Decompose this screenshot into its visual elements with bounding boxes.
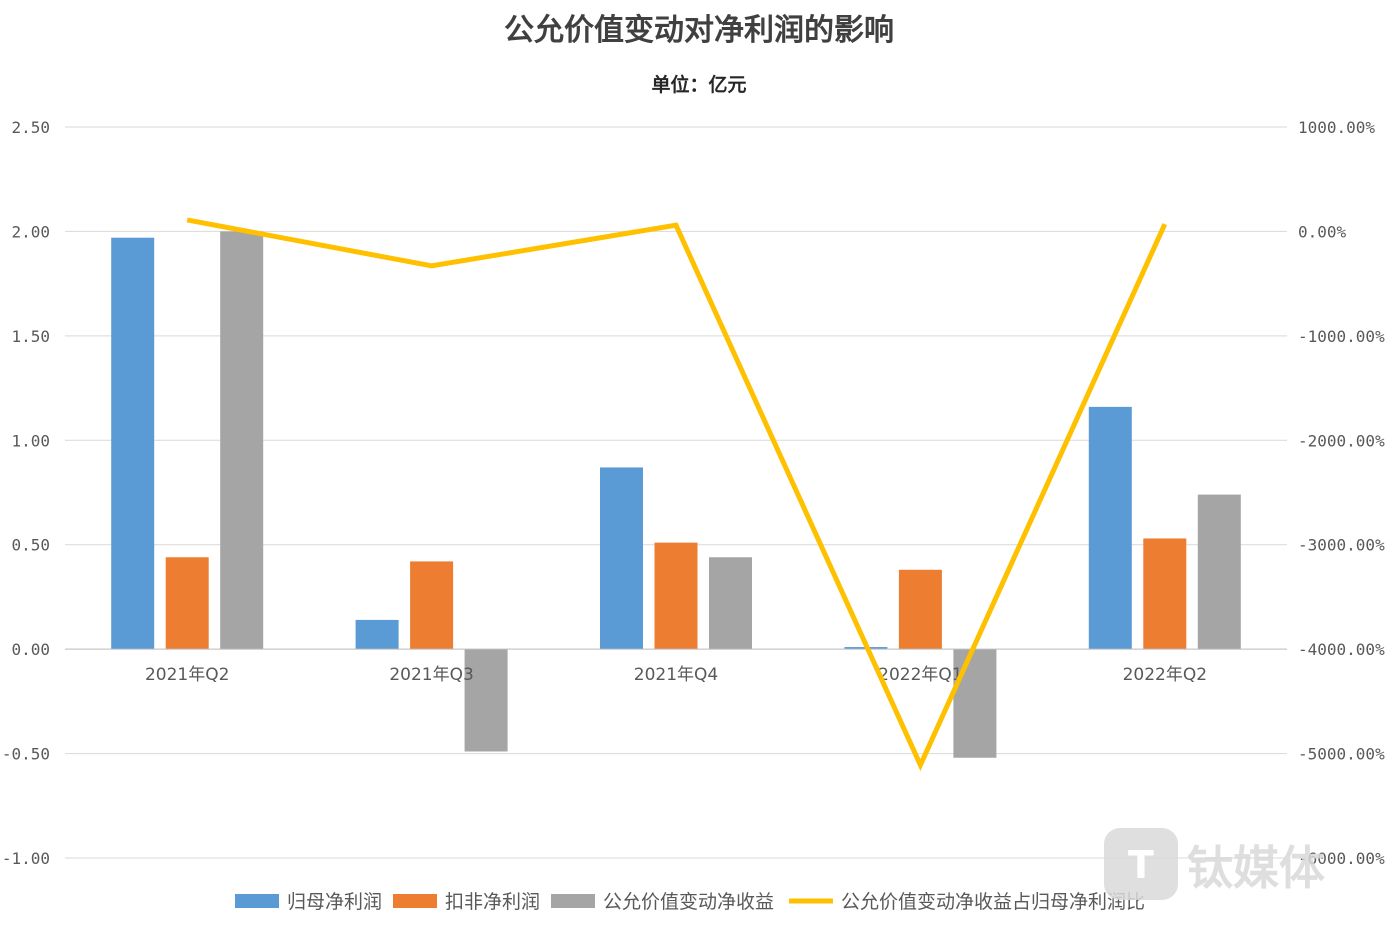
bar: [111, 237, 155, 650]
right-axis-tick-label: -6000.00%: [1298, 849, 1385, 868]
category-label: 2021年Q2: [145, 665, 229, 685]
legend: 归母净利润 扣非净利润 公允价值变动净收益 公允价值变动净收益占归母净利润比: [235, 891, 1145, 913]
category-label: 2021年Q4: [634, 665, 718, 685]
bar: [600, 467, 643, 650]
bar: [355, 619, 399, 650]
svg-text:T: T: [1128, 843, 1154, 887]
left-axis-tick-label: 2.00: [11, 222, 50, 241]
chart-title: 公允价值变动对净利润的影响: [504, 13, 894, 48]
right-axis-tick-label: 1000.00%: [1298, 118, 1375, 137]
right-axis-tick-label: -4000.00%: [1298, 640, 1385, 659]
category-label: 2022年Q1: [878, 665, 962, 685]
watermark-logo: T 钛媒体: [1104, 828, 1325, 900]
category-labels: 2021年Q2 2021年Q3 2021年Q4 2022年Q1 2022年Q2: [145, 665, 1207, 685]
left-axis-tick-label: 2.50: [11, 118, 50, 137]
bar: [898, 569, 942, 650]
left-axis-tick-label: 1.50: [11, 327, 50, 346]
right-axis-tick-label: -3000.00%: [1298, 536, 1385, 555]
watermark-logo-icon: [1104, 828, 1178, 900]
category-label: 2021年Q3: [389, 665, 473, 685]
left-axis-tick-label: 1.00: [11, 431, 50, 450]
right-axis-tick-label: -1000.00%: [1298, 327, 1385, 346]
bar: [1143, 538, 1187, 650]
right-axis-ticks: 1000.00% 0.00% -1000.00% -2000.00% -3000.00%…: [1298, 118, 1385, 868]
legend-label: 公允价值变动净收益: [603, 891, 774, 913]
left-axis-tick-label: 0.00: [11, 640, 50, 659]
ratio-line-series: [186, 217, 1168, 772]
bar: [1088, 406, 1132, 650]
right-axis-tick-label: 0.00%: [1298, 222, 1347, 241]
bar: [1197, 494, 1241, 650]
left-axis-tick-label: -0.50: [2, 745, 50, 764]
bar: [464, 649, 508, 752]
watermark-text: 钛媒体: [1187, 841, 1325, 895]
bar: [165, 557, 209, 650]
bar: [220, 231, 264, 650]
right-axis-tick-label: -2000.00%: [1298, 431, 1385, 450]
chart-subtitle: 单位：亿元: [651, 73, 746, 96]
bar: [709, 557, 752, 650]
category-label: 2022年Q2: [1123, 665, 1207, 685]
bar: [654, 542, 698, 650]
left-axis-ticks: 2.50 2.00 1.50 1.00 0.50 0.00 -0.50 -1.00: [2, 118, 50, 868]
right-axis-tick-label: -5000.00%: [1298, 745, 1385, 764]
bar: [410, 561, 454, 650]
bar: [953, 649, 997, 758]
left-axis-tick-label: -1.00: [2, 849, 50, 868]
legend-swatch: [393, 894, 437, 908]
legend-swatch: [551, 894, 595, 908]
legend-label: 归母净利润: [287, 891, 382, 913]
bar-series: [111, 231, 1241, 758]
legend-swatch: [235, 894, 279, 908]
legend-label: 扣非净利润: [445, 891, 540, 913]
left-axis-tick-label: 0.50: [11, 536, 50, 555]
legend-label: 公允价值变动净收益占归母净利润比: [841, 891, 1145, 913]
